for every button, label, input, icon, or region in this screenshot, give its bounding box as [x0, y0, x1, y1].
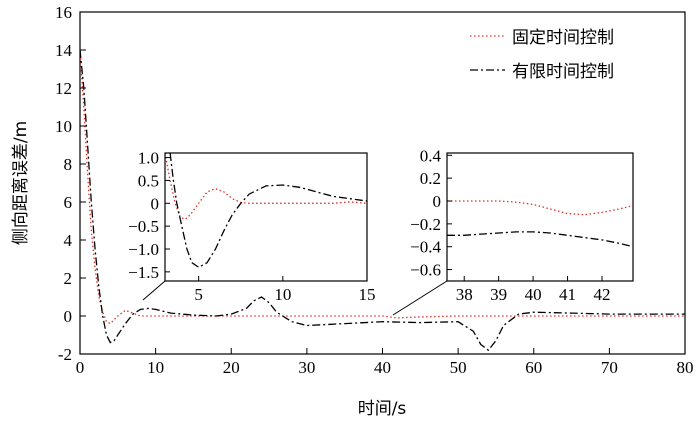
inset-right-y-tick-label: 0.4	[420, 146, 442, 165]
inset-left-x-tick-label: 15	[359, 285, 376, 304]
inset-left-series-line-fixed-time	[165, 153, 367, 221]
main-y-tick-label: 6	[64, 193, 73, 212]
main-y-tick-label: 10	[55, 117, 72, 136]
inset-right-ticks-group: 38 39 40 41 42 0.4 0.2 0 −0.2 −0.4 −0.6	[410, 146, 610, 304]
main-y-tick-label: -2	[58, 345, 72, 364]
inset-left-y-tick-label: −1.0	[128, 240, 159, 259]
inset-left-series-group	[165, 153, 367, 269]
inset-left-x-tick-label: 10	[274, 285, 291, 304]
main-x-tick-label: 80	[677, 358, 694, 377]
main-x-tick-label: 20	[223, 358, 240, 377]
main-y-tick-label: 16	[55, 3, 72, 22]
inset-right-y-tick-label: 0.2	[420, 169, 441, 188]
inset-right-background	[447, 153, 633, 281]
main-y-tick-label: 14	[55, 41, 73, 60]
inset-right-y-tick-label: 0	[433, 192, 442, 211]
inset-left-y-tick-label: 0	[151, 194, 160, 213]
legend-label-finite-time: 有限时间控制	[512, 62, 614, 82]
inset-right-x-tick-label: 39	[490, 285, 507, 304]
main-x-tick-label: 60	[525, 358, 542, 377]
inset-right-y-tick-label: −0.4	[410, 238, 441, 257]
main-y-tick-label: 12	[55, 79, 72, 98]
inset-left-background	[165, 153, 367, 281]
zoom-connector-right	[392, 280, 448, 316]
inset-left-series-line-finite-time	[169, 153, 367, 269]
inset-right-y-tick-label: −0.6	[410, 261, 441, 280]
legend: 固定时间控制 有限时间控制	[470, 28, 614, 82]
x-axis-label: 时间/s	[358, 399, 407, 419]
inset-left-x-tick-label: 5	[194, 285, 203, 304]
main-x-tick-label: 40	[374, 358, 391, 377]
inset-left-y-tick-label: 0.5	[138, 171, 159, 190]
inset-right-x-tick-label: 41	[559, 285, 576, 304]
inset-left-frame	[164, 152, 368, 282]
main-y-tick-label: 8	[64, 155, 73, 174]
main-series-group	[80, 49, 685, 352]
inset-left-y-tick-label: −1.5	[128, 263, 159, 282]
inset-right-frame	[446, 152, 634, 282]
inset-left-ticks-group: 5 10 15 1.0 0.5 0 −0.5 −1.0 −1.5	[128, 149, 375, 304]
inset-right-y-tick-label: −0.2	[410, 215, 441, 234]
main-x-tick-label: 30	[298, 358, 315, 377]
y-axis-label: 侧向距离误差/m	[11, 121, 31, 245]
main-series-line-finite-time	[80, 49, 685, 352]
inset-left-y-tick-label: −0.5	[128, 217, 159, 236]
main-x-tick-label: 70	[601, 358, 618, 377]
main-y-tick-label: 0	[64, 307, 73, 326]
main-y-tick-label: 2	[64, 269, 73, 288]
inset-left-y-tick-label: 1.0	[138, 149, 159, 168]
main-x-tick-label: 0	[76, 358, 85, 377]
inset-right-x-tick-label: 40	[525, 285, 542, 304]
zoom-connector-left	[142, 280, 166, 301]
legend-label-fixed-time: 固定时间控制	[512, 28, 614, 48]
main-x-tick-label: 10	[147, 358, 164, 377]
inset-right-x-tick-label: 38	[456, 285, 473, 304]
inset-right-x-tick-label: 42	[594, 285, 611, 304]
main-x-tick-label: 50	[450, 358, 467, 377]
main-y-tick-label: 4	[64, 231, 73, 250]
